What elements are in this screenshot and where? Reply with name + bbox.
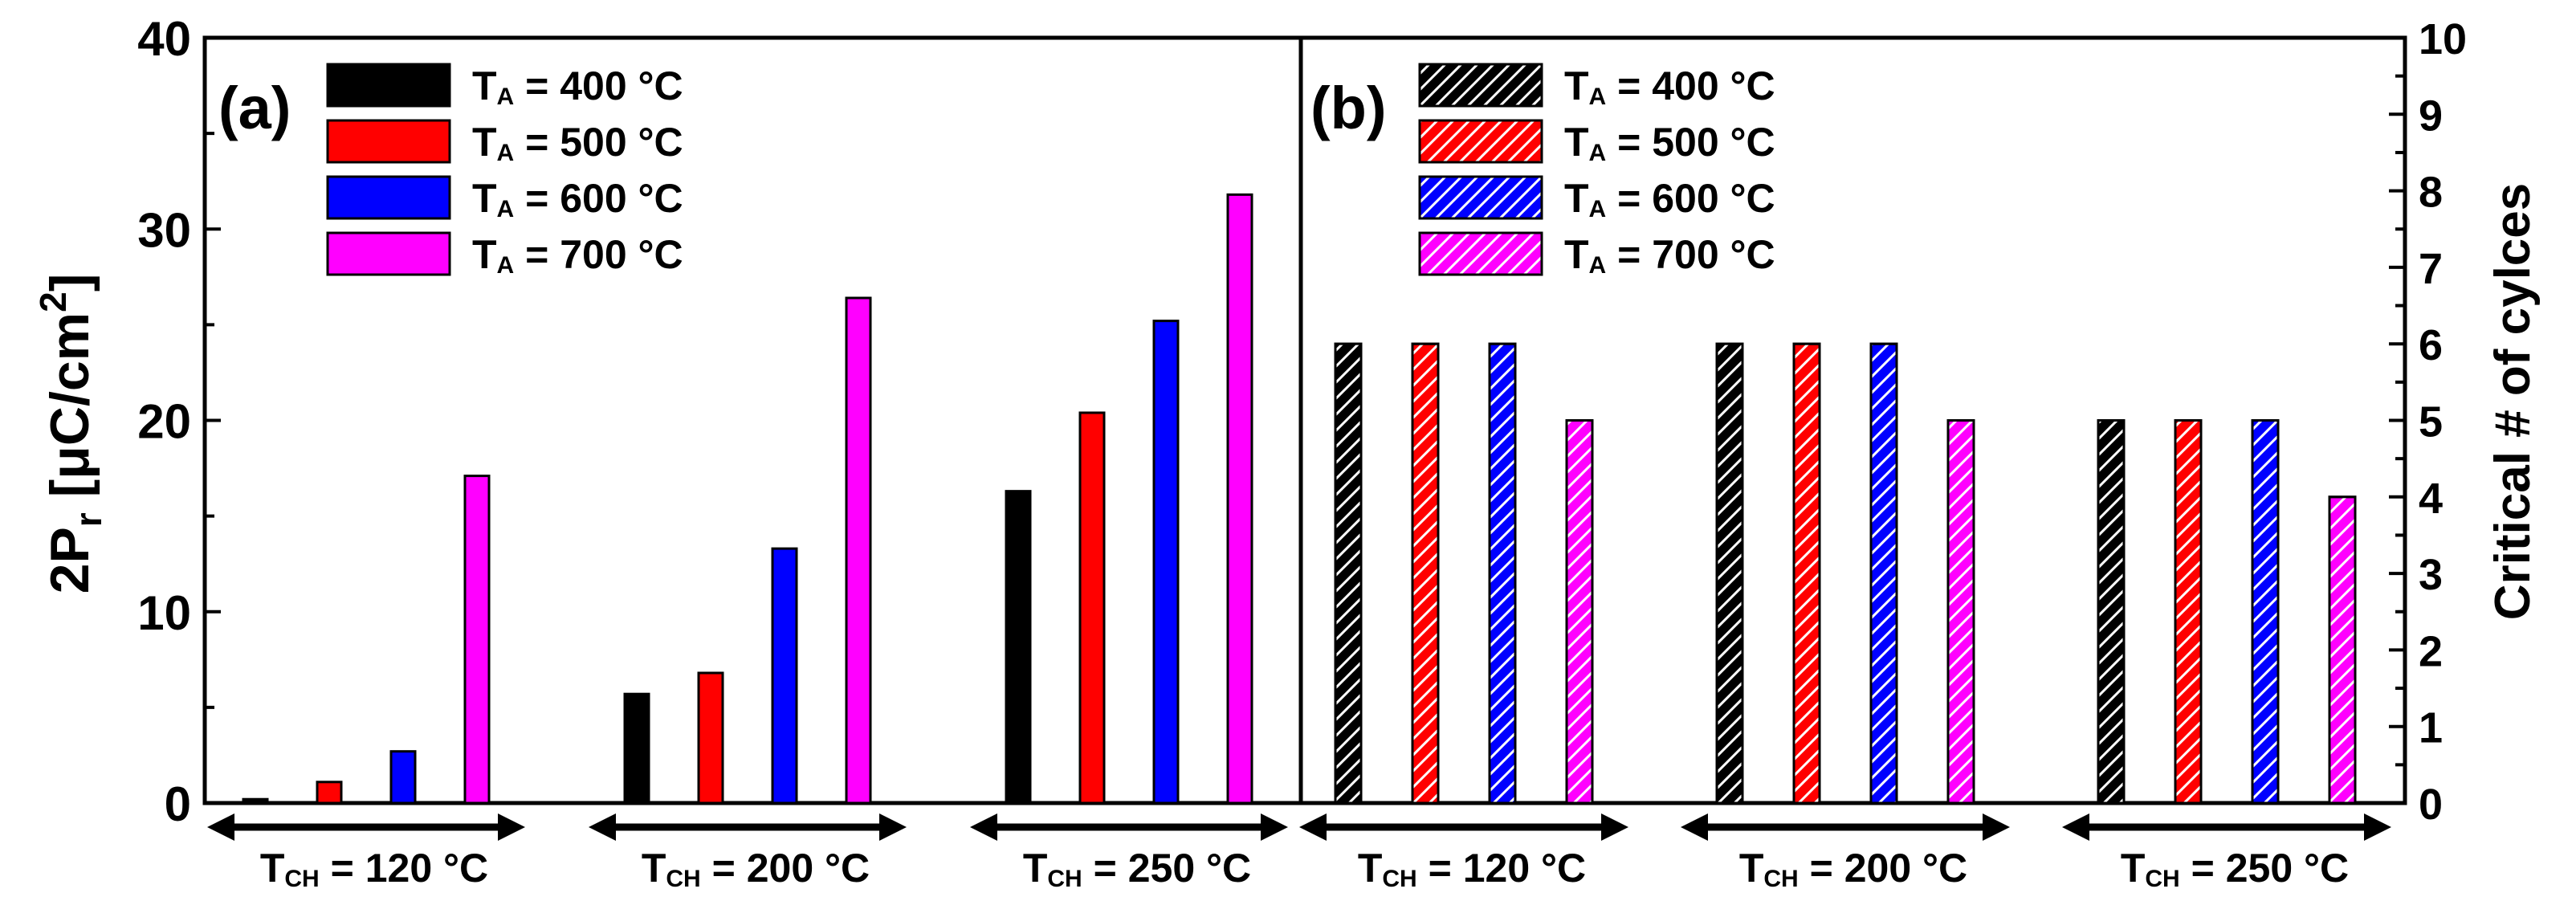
bar-hatch [2174,419,2203,805]
arrow-head-left [2062,813,2089,841]
left-y-axis: 0 10 20 30 40 [137,12,221,831]
bar [697,671,724,805]
bar-hatch [1792,342,1821,805]
legend-swatch-hatch [1418,175,1543,220]
group-label: TCH = 120 °C [1358,846,1586,892]
bar-hatch [1488,342,1517,805]
left-tick-label: 40 [137,12,191,66]
arrow-head-left [1681,813,1708,841]
legend-swatch [326,231,451,276]
legend-entry-label: TA = 400 °C [472,63,683,110]
arrow-head-right [879,813,907,841]
right-tick-label: 5 [2419,398,2443,446]
right-tick-label: 1 [2419,704,2443,752]
right-tick-label: 7 [2419,245,2443,293]
right-tick-label: 8 [2419,169,2443,217]
right-tick-label: 0 [2419,781,2443,829]
bar-hatch [2251,419,2280,805]
legend-entry-label: TA = 600 °C [472,176,683,222]
left-y-axis-title: 2Pr [μC/cm2] [32,274,109,594]
legend-swatch-hatch [1418,231,1543,276]
arrow-head-right [1983,813,2010,841]
bar-hatch [1565,419,1594,805]
legend-swatch [326,175,451,220]
panel-b-label: (b) [1310,75,1387,141]
bar-hatch [1334,342,1363,805]
legend-swatch-hatch [1418,119,1543,164]
panel-a-label: (a) [218,75,291,141]
right-tick-label: 6 [2419,321,2443,369]
left-tick-label: 10 [137,586,191,640]
group-label: TCH = 250 °C [2121,846,2349,892]
legend-entry-label: TA = 500 °C [472,120,683,166]
left-y-axis-title-main: 2P [39,527,100,593]
bar [242,797,269,805]
bar [463,475,491,805]
legend-entry-label: TA = 500 °C [1564,120,1775,166]
arrow-head-right [1261,813,1288,841]
left-tick-label: 20 [137,395,191,449]
group-label: TCH = 120 °C [260,846,488,892]
bar [1005,490,1032,805]
arrow-head-left [207,813,234,841]
bar [1078,411,1106,805]
left-y-axis-title-end: ] [39,274,100,292]
arrow-head-right [1601,813,1628,841]
group-label: TCH = 200 °C [642,846,870,892]
legend-entry-label: TA = 600 °C [1564,176,1775,222]
panel-a-chart: TCH = 120 °C TCH = 200 °C TCH = 250 °C TA =… [207,63,1288,892]
bar-hatch [1869,342,1898,805]
group-label: TCH = 250 °C [1023,846,1251,892]
bar [771,547,798,805]
bar [389,750,417,805]
legend-entry-label: TA = 700 °C [1564,232,1775,279]
left-y-axis-title-mid: [μC/cm [39,312,100,512]
right-tick-label: 10 [2419,15,2467,63]
bar [845,296,872,805]
right-tick-label: 2 [2419,627,2443,675]
bar-hatch [1946,419,1975,805]
legend-swatch-hatch [1418,63,1543,108]
left-tick-label: 30 [137,203,191,257]
arrow-head-left [589,813,616,841]
right-tick-label: 9 [2419,92,2443,140]
bar-hatch [1715,342,1744,805]
panel-b-chart: TCH = 120 °C TCH = 200 °C TCH = 250 °C TA =… [1299,63,2391,892]
bar-hatch [2328,495,2357,805]
legend-swatch [326,63,451,108]
arrow-head-right [2364,813,2391,841]
legend-swatch [326,119,451,164]
bar [316,781,343,805]
arrow-head-left [1299,813,1327,841]
arrow-head-right [498,813,525,841]
right-tick-label: 4 [2419,475,2443,523]
bar [1226,193,1253,805]
left-tick-label: 0 [165,777,191,831]
group-label: TCH = 200 °C [1739,846,1967,892]
bar [1152,320,1180,805]
bar-hatch [1411,342,1440,805]
right-tick-label: 3 [2419,551,2443,599]
right-y-axis-title: Critical # of cylces [2485,183,2541,621]
legend-entry-label: TA = 400 °C [1564,63,1775,110]
arrow-head-left [970,813,997,841]
legend-entry-label: TA = 700 °C [472,232,683,279]
bar [623,692,650,805]
bar-hatch [2097,419,2126,805]
left-y-axis-title-sup: 2 [32,292,74,312]
right-y-axis: 0 1 2 3 4 5 6 7 8 9 10 [2389,15,2467,829]
left-y-axis-title-sub: r [67,512,109,527]
